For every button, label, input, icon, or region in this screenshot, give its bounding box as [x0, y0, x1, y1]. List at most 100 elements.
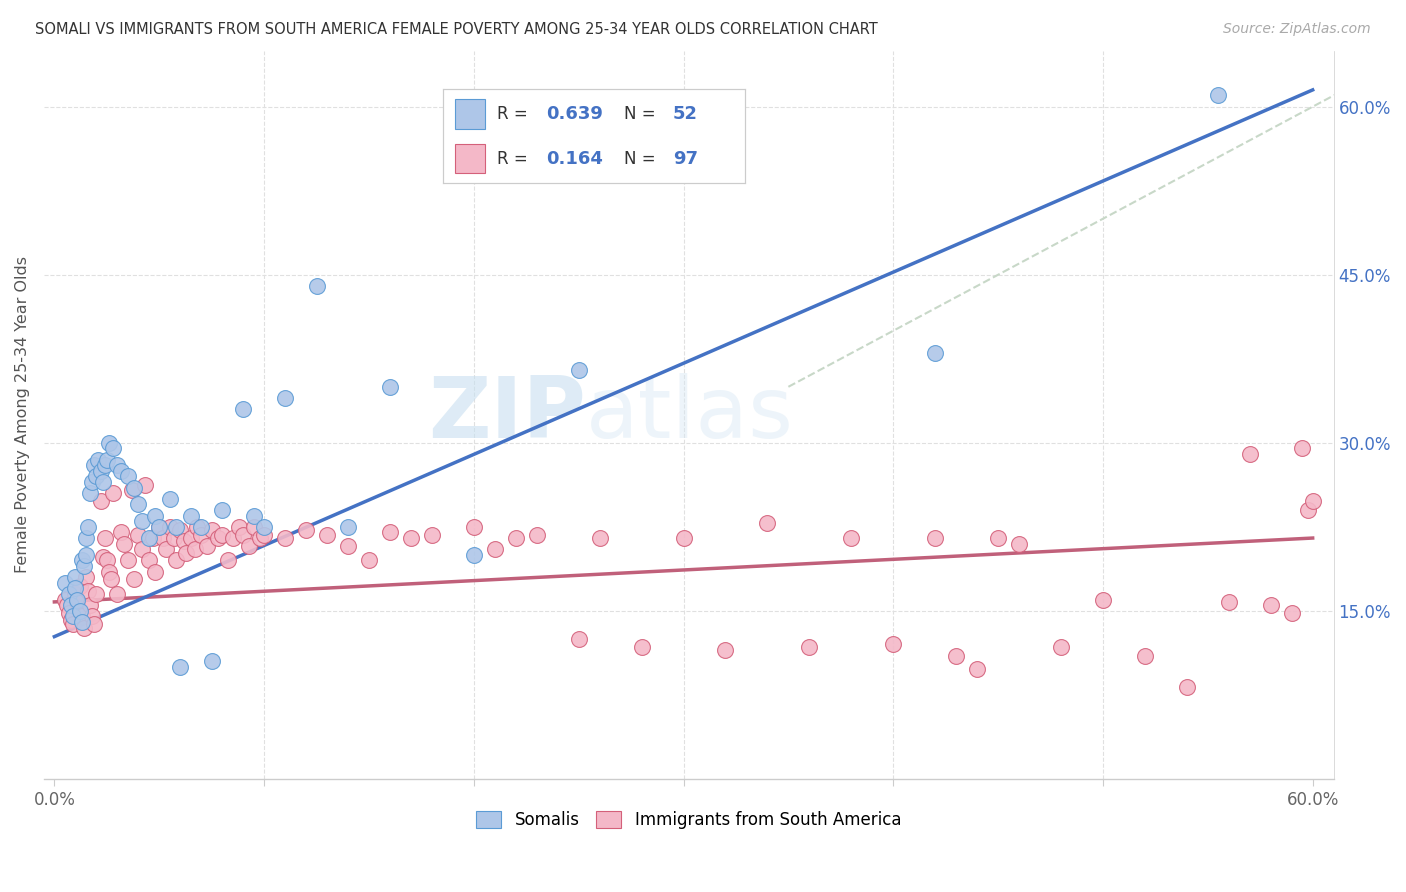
- Y-axis label: Female Poverty Among 25-34 Year Olds: Female Poverty Among 25-34 Year Olds: [15, 256, 30, 574]
- Point: [77, 520, 100, 534]
- Point: [165, 553, 187, 567]
- Point: [121, 483, 143, 497]
- Point: [238, 539, 260, 553]
- Point: [217, 553, 239, 567]
- Point: [249, 531, 271, 545]
- Point: [463, 548, 485, 562]
- Point: [484, 542, 506, 557]
- Point: [1218, 595, 1240, 609]
- Point: [1091, 592, 1114, 607]
- Point: [228, 520, 250, 534]
- Point: [101, 486, 124, 500]
- Point: [62, 609, 84, 624]
- Point: [201, 654, 224, 668]
- Point: [163, 531, 186, 545]
- Point: [1291, 442, 1313, 456]
- Point: [630, 640, 652, 654]
- Point: [100, 573, 122, 587]
- Point: [184, 542, 207, 557]
- Point: [1175, 680, 1198, 694]
- Text: 0.639: 0.639: [546, 104, 603, 122]
- Point: [62, 617, 84, 632]
- Point: [221, 531, 243, 545]
- Point: [966, 662, 988, 676]
- Point: [568, 363, 591, 377]
- Point: [568, 632, 591, 646]
- Point: [672, 531, 695, 545]
- Point: [93, 458, 115, 473]
- Point: [274, 531, 297, 545]
- Point: [357, 553, 380, 567]
- Point: [83, 458, 105, 473]
- Point: [316, 527, 339, 541]
- Point: [83, 617, 105, 632]
- Point: [882, 638, 904, 652]
- Point: [242, 508, 264, 523]
- Point: [197, 539, 219, 553]
- Point: [526, 527, 548, 541]
- Point: [122, 573, 145, 587]
- Point: [60, 613, 83, 627]
- Point: [232, 402, 254, 417]
- Text: R =: R =: [498, 104, 533, 122]
- Point: [127, 498, 149, 512]
- Point: [148, 520, 170, 534]
- Point: [86, 587, 108, 601]
- Point: [70, 609, 93, 624]
- Point: [79, 486, 101, 500]
- Point: [56, 599, 79, 613]
- Point: [186, 520, 208, 534]
- Point: [58, 587, 80, 601]
- Point: [142, 531, 165, 545]
- Point: [207, 531, 229, 545]
- Point: [336, 520, 359, 534]
- Point: [1008, 536, 1031, 550]
- Text: Source: ZipAtlas.com: Source: ZipAtlas.com: [1223, 22, 1371, 37]
- Point: [69, 604, 91, 618]
- Point: [122, 481, 145, 495]
- Point: [70, 615, 93, 629]
- Point: [53, 575, 76, 590]
- Point: [1133, 648, 1156, 663]
- Point: [152, 531, 174, 545]
- Point: [169, 660, 191, 674]
- Point: [1298, 503, 1320, 517]
- Point: [463, 520, 485, 534]
- Text: 0.164: 0.164: [546, 150, 603, 168]
- Text: SOMALI VS IMMIGRANTS FROM SOUTH AMERICA FEMALE POVERTY AMONG 25-34 YEAR OLDS COR: SOMALI VS IMMIGRANTS FROM SOUTH AMERICA …: [35, 22, 877, 37]
- Point: [169, 523, 191, 537]
- Point: [75, 548, 97, 562]
- Point: [110, 464, 132, 478]
- Point: [305, 279, 328, 293]
- Point: [176, 546, 198, 560]
- Point: [211, 503, 233, 517]
- Point: [73, 621, 96, 635]
- Point: [87, 452, 110, 467]
- Point: [232, 527, 254, 541]
- Point: [93, 531, 115, 545]
- Point: [505, 531, 527, 545]
- Point: [105, 458, 128, 473]
- Point: [73, 559, 96, 574]
- Point: [79, 599, 101, 613]
- Point: [253, 520, 276, 534]
- Point: [69, 579, 91, 593]
- Text: N =: N =: [624, 150, 661, 168]
- Point: [1302, 494, 1324, 508]
- Point: [148, 520, 170, 534]
- Point: [97, 565, 120, 579]
- Point: [180, 531, 202, 545]
- Point: [138, 531, 160, 545]
- Point: [75, 531, 97, 545]
- Point: [839, 531, 862, 545]
- Point: [180, 508, 202, 523]
- Point: [134, 478, 156, 492]
- Point: [274, 391, 297, 405]
- Point: [70, 553, 93, 567]
- Point: [756, 516, 779, 531]
- Point: [799, 640, 821, 654]
- Point: [131, 542, 153, 557]
- Point: [399, 531, 422, 545]
- Point: [1239, 447, 1261, 461]
- Point: [77, 583, 100, 598]
